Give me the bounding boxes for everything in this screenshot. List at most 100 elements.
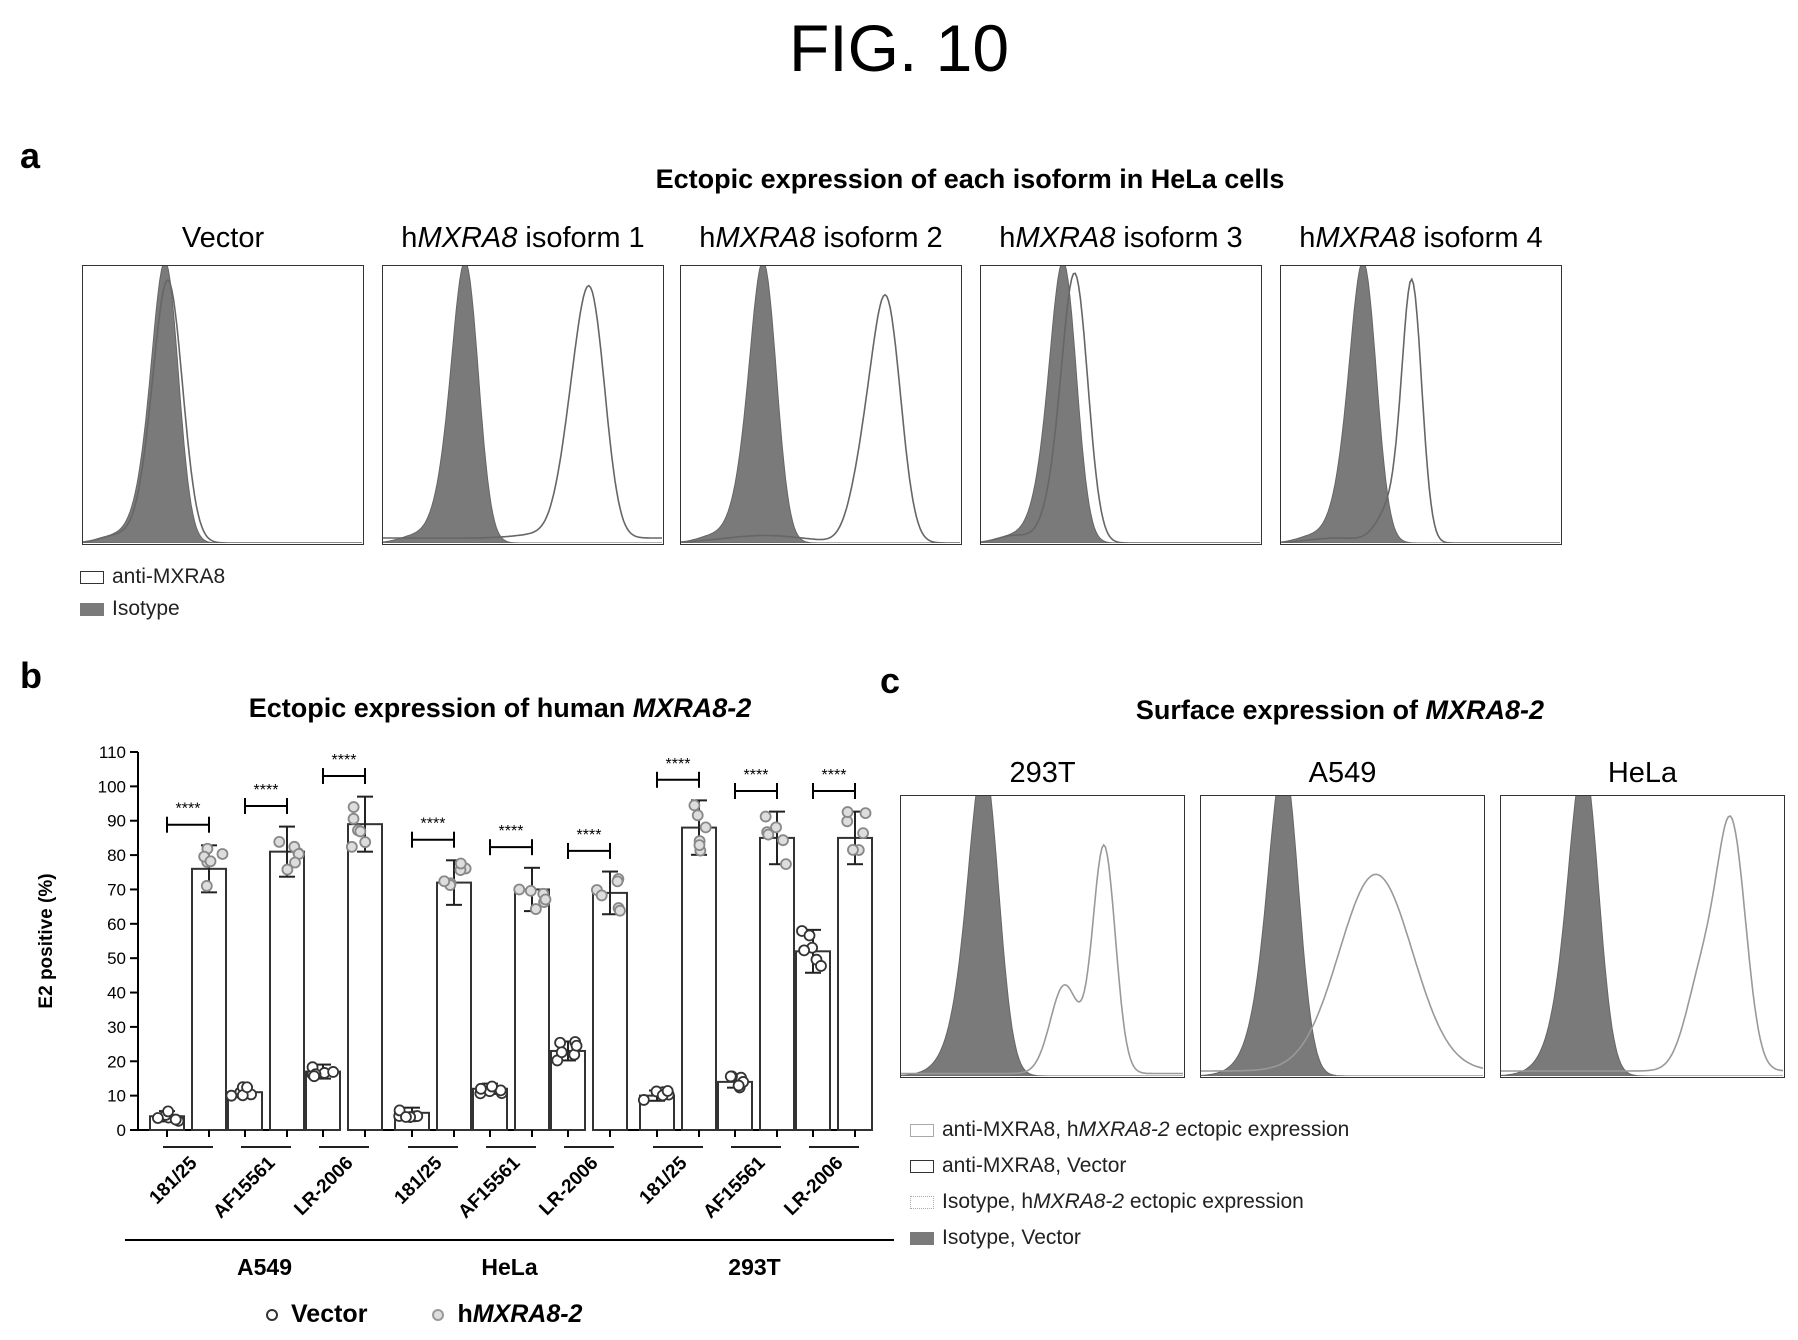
panel-b-letter: b — [20, 655, 42, 696]
histogram-panel — [680, 260, 962, 545]
y-tick-label: 40 — [107, 984, 126, 1003]
legend-label-hmxra8: hMXRA8-2 — [457, 1300, 583, 1328]
data-point — [688, 799, 701, 812]
legend-marker-vector — [266, 1308, 278, 1321]
y-tick-label: 100 — [98, 777, 126, 796]
data-point — [637, 1094, 650, 1106]
data-point — [555, 1046, 568, 1059]
histogram-panel — [1280, 260, 1562, 545]
legend-label: anti-MXRA8 — [112, 565, 226, 588]
x-tick-label: 181/25 — [391, 1152, 447, 1208]
x-tick-label: 181/25 — [636, 1152, 692, 1208]
y-tick-label: 30 — [107, 1018, 126, 1037]
data-point — [539, 893, 552, 906]
x-tick-label: AF15561 — [209, 1152, 279, 1222]
data-point — [513, 883, 526, 896]
anti-mxra8-curve — [980, 272, 1260, 544]
data-point — [693, 839, 706, 852]
legend-marker-hmxra8 — [432, 1308, 445, 1321]
cell-line-label: 293T — [728, 1254, 780, 1280]
significance-label: **** — [666, 756, 691, 773]
data-point — [345, 840, 358, 853]
x-tick-label: LR-2006 — [780, 1153, 847, 1220]
anti-mxra8-curve — [680, 293, 960, 544]
data-point — [762, 828, 775, 841]
anti-mxra8-curve — [1201, 873, 1484, 1072]
panel-b-title-plain: Ectopic expression of human — [248, 693, 633, 723]
data-point — [347, 812, 360, 825]
data-point — [162, 1105, 174, 1118]
bar-hmxra8-2 — [592, 891, 628, 1132]
histogram-panel — [1500, 761, 1785, 1078]
histogram-plot — [1500, 761, 1784, 1077]
bar-chart-b: 0 10 20 30 40 50 60 70 80 90 100 110 E2 positive (%)… — [36, 743, 894, 1280]
isotype-filled-curve — [1500, 761, 1783, 1077]
panel-c-legend-item: anti-MXRA8, hMXRA8-2 ectopic expression — [910, 1118, 1349, 1142]
data-point — [273, 835, 286, 848]
data-point — [803, 929, 816, 942]
legend-label: Isotype — [112, 597, 180, 620]
significance-label: **** — [577, 827, 602, 844]
legend-swatch-open — [80, 570, 104, 584]
cell-line-label: HeLa — [481, 1254, 537, 1280]
bar-hmxra8-2 — [681, 826, 717, 1131]
data-point — [289, 856, 301, 869]
data-point — [475, 1082, 487, 1095]
histogram-title: Vector — [181, 222, 265, 254]
bar-hmxra8-2 — [759, 836, 795, 1132]
histogram-panel — [1200, 761, 1485, 1078]
x-tick-label: AF15561 — [454, 1152, 524, 1222]
data-point — [327, 1066, 340, 1078]
y-tick-label: 110 — [99, 743, 126, 762]
anti-mxra8-curve — [901, 843, 1183, 1075]
data-point — [661, 1085, 674, 1097]
significance-label: **** — [499, 823, 524, 840]
panel-a-title: Ectopic expression of each isoform in He… — [655, 164, 1285, 194]
data-point — [359, 836, 372, 849]
histogram-panel — [980, 260, 1262, 545]
data-point — [732, 1079, 745, 1092]
x-tick-label: LR-2006 — [535, 1153, 602, 1220]
histogram-title: hMXRA8 isoform 1 — [401, 222, 645, 254]
data-point — [554, 1036, 566, 1049]
data-point — [777, 834, 789, 847]
data-point — [200, 880, 213, 892]
data-point — [400, 1111, 412, 1123]
data-point — [241, 1081, 253, 1094]
bar-hmxra8-2 — [347, 823, 383, 1131]
data-point — [486, 1080, 498, 1093]
panel-a-letter: a — [20, 135, 41, 176]
x-tick-label: LR-2006 — [290, 1153, 357, 1220]
y-tick-label: 80 — [107, 846, 126, 865]
y-tick-label: 0 — [117, 1121, 126, 1140]
x-tick-label: 181/25 — [146, 1152, 202, 1208]
significance-label: **** — [822, 767, 847, 784]
panel-c-legend-item: Isotype, hMXRA8-2 ectopic expression — [910, 1190, 1304, 1214]
panel-c-title-gene: MXRA8-2 — [1425, 695, 1545, 725]
data-point — [438, 875, 451, 888]
data-point — [699, 821, 712, 834]
data-point — [454, 857, 467, 870]
data-point — [847, 844, 859, 856]
data-point — [595, 889, 608, 902]
y-tick-label: 60 — [107, 915, 126, 934]
histogram-title: 293T — [1009, 757, 1076, 789]
significance-label: **** — [254, 782, 279, 799]
histogram-plot — [900, 761, 1183, 1077]
data-point — [614, 904, 626, 917]
bar-hmxra8-2 — [191, 867, 227, 1131]
legend-swatch — [910, 1123, 934, 1137]
x-tick-label: AF15561 — [699, 1152, 769, 1222]
data-point — [798, 944, 811, 957]
y-tick-label: 10 — [107, 1087, 126, 1106]
data-point — [524, 884, 537, 897]
legend-swatch — [910, 1195, 934, 1209]
data-point — [691, 809, 704, 822]
panel-c-title-plain: Surface expression of — [1135, 695, 1426, 725]
anti-mxra8-curve — [383, 284, 662, 539]
y-tick-label: 50 — [107, 949, 126, 968]
panel-b-title-gene: MXRA8-2 — [632, 693, 752, 723]
panel-b-legend: Vector hMXRA8-2 — [265, 1300, 582, 1329]
isotype-filled-curve — [1200, 761, 1483, 1077]
histogram-plot — [980, 260, 1260, 544]
